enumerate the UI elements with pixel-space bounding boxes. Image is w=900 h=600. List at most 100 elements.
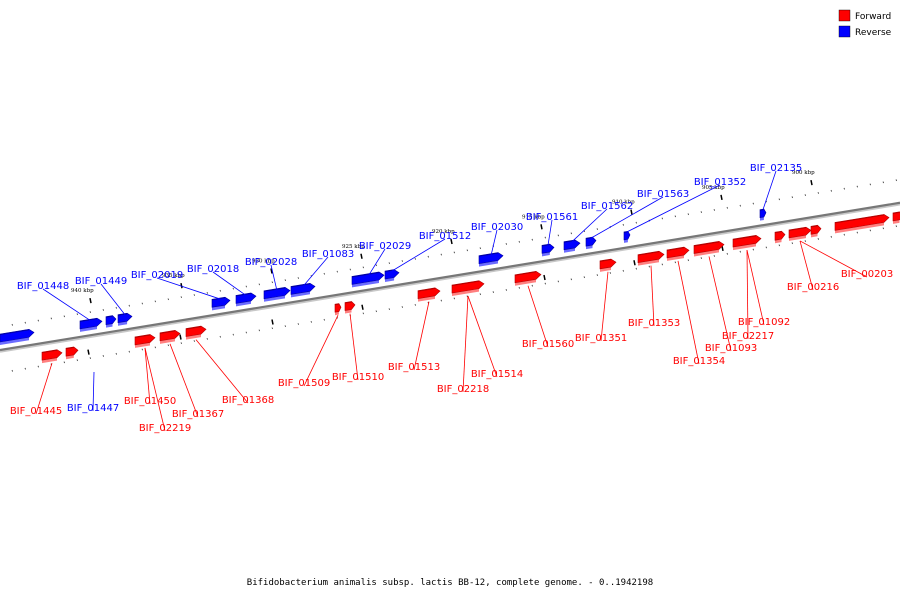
guide-dot xyxy=(778,198,781,201)
forward-gene-9-edge xyxy=(514,271,537,276)
forward-gene-16-edge xyxy=(788,227,807,231)
guide-dot xyxy=(544,282,547,285)
reverse-gene-5-shade xyxy=(236,300,251,307)
forward-gene-BIF_01510-label: BIF_01510 xyxy=(332,372,384,383)
guide-dot xyxy=(739,250,742,253)
reverse-gene-3-arrow xyxy=(117,312,133,324)
forward-gene-7-shade xyxy=(418,295,435,302)
forward-gene-16-shade xyxy=(789,235,806,241)
guide-dot xyxy=(11,369,14,372)
guide-dot xyxy=(622,223,625,226)
guide-dot xyxy=(700,211,703,213)
guide-dot xyxy=(544,236,547,239)
reverse-gene-BIF_01561-leader xyxy=(547,219,553,246)
guide-dot xyxy=(115,306,118,309)
guide-dot xyxy=(479,247,482,250)
forward-gene-8-edge xyxy=(451,280,480,287)
forward-gene-19-edge xyxy=(892,212,900,214)
forward-gene-BIF_01513-leader xyxy=(413,301,430,371)
forward-gene-BIF_01514-leader xyxy=(467,295,498,378)
reverse-gene-BIF_01512-leader xyxy=(391,238,446,272)
scale-tick xyxy=(450,238,453,245)
forward-gene-4-shade xyxy=(186,334,201,340)
scale-tick-label: 940 kbp xyxy=(71,288,94,294)
forward-gene-18-arrow xyxy=(834,214,890,231)
forward-gene-11-shade xyxy=(638,259,659,266)
guide-dot xyxy=(102,354,105,357)
forward-gene-BIF_01353-label: BIF_01353 xyxy=(628,318,680,329)
guide-dot xyxy=(128,350,131,353)
scale-tick-label: 935 kbp xyxy=(162,273,185,279)
forward-gene-BIF_01450-label: BIF_01450 xyxy=(124,396,176,407)
scale-tick-minor xyxy=(361,304,364,310)
guide-dot xyxy=(505,289,508,291)
reverse-gene-1-shade xyxy=(80,326,97,332)
reverse-gene-10-shade xyxy=(479,260,498,267)
guide-dot xyxy=(180,296,183,299)
forward-gene-13-arrow xyxy=(693,241,725,254)
guide-dot xyxy=(765,246,768,249)
guide-dot xyxy=(349,268,352,271)
guide-dot xyxy=(791,196,794,199)
guide-dot xyxy=(414,303,417,306)
forward-gene-BIF_01368-leader xyxy=(195,339,249,404)
forward-gene-BIF_00216-label: BIF_00216 xyxy=(787,282,839,293)
guide-dot xyxy=(804,240,807,242)
guide-dot xyxy=(804,194,807,196)
reverse-gene-BIF_02135-label: BIF_02135 xyxy=(750,163,802,174)
forward-gene-12-shade xyxy=(667,255,684,261)
reverse-gene-2-edge xyxy=(105,315,113,318)
forward-gene-5-arrow xyxy=(334,303,342,313)
reverse-gene-8-edge xyxy=(351,272,380,278)
forward-gene-BIF_01351-leader xyxy=(600,271,609,342)
guide-dot xyxy=(427,255,430,258)
forward-gene-12-edge xyxy=(666,247,685,251)
guide-dot xyxy=(102,308,105,311)
scale-tick xyxy=(630,209,633,215)
forward-gene-17-arrow xyxy=(810,224,822,235)
reverse-gene-12-shade xyxy=(564,247,575,253)
reverse-gene-4-shade xyxy=(212,305,225,311)
guide-dot xyxy=(115,352,118,355)
scale-tick xyxy=(360,253,363,259)
guide-dot xyxy=(596,228,599,230)
forward-gene-10-arrow xyxy=(599,258,617,270)
reverse-gene-14-shade xyxy=(624,239,628,243)
guide-dot xyxy=(245,285,248,288)
guide-dot xyxy=(479,293,482,296)
guide-dot xyxy=(726,252,729,255)
forward-gene-BIF_01354-leader xyxy=(677,260,700,365)
reverse-gene-BIF_01083-leader xyxy=(302,256,329,287)
guide-dot xyxy=(323,318,326,321)
scale-tick-label: 925 kbp xyxy=(342,244,365,250)
guide-dot xyxy=(843,233,846,236)
scale-tick-label: 910 kbp xyxy=(612,200,635,206)
guide-dot xyxy=(622,269,625,272)
forward-gene-BIF_01092-label: BIF_01092 xyxy=(738,317,790,328)
scale-tick-minor xyxy=(633,260,636,266)
forward-gene-13-shade xyxy=(694,249,719,257)
reverse-gene-BIF_01449-leader xyxy=(100,283,126,315)
reverse-gene-11-edge xyxy=(541,244,550,247)
guide-dot xyxy=(206,291,209,294)
forward-gene-BIF_01509-leader xyxy=(303,315,339,387)
guide-dot xyxy=(752,248,755,251)
guide-dot xyxy=(258,283,261,286)
guide-dot xyxy=(674,215,677,218)
guide-dot xyxy=(882,181,885,184)
guide-dot xyxy=(687,213,690,216)
guide-dot xyxy=(63,361,66,364)
reverse-gene-BIF_01447-label: BIF_01447 xyxy=(67,403,119,414)
reverse-gene-8-arrow xyxy=(351,271,385,285)
guide-dot xyxy=(180,342,183,345)
guide-dot xyxy=(401,306,404,308)
legend-label-forward: Forward xyxy=(855,12,891,22)
reverse-gene-BIF_01561-label: BIF_01561 xyxy=(526,212,578,223)
guide-dot xyxy=(128,304,131,307)
reverse-gene-BIF_02019-leader xyxy=(156,277,222,300)
guide-dot xyxy=(518,286,521,289)
guide-dot xyxy=(661,217,664,220)
guide-dot xyxy=(89,357,92,359)
reverse-gene-5-edge xyxy=(235,293,252,297)
guide-dot xyxy=(271,281,274,284)
